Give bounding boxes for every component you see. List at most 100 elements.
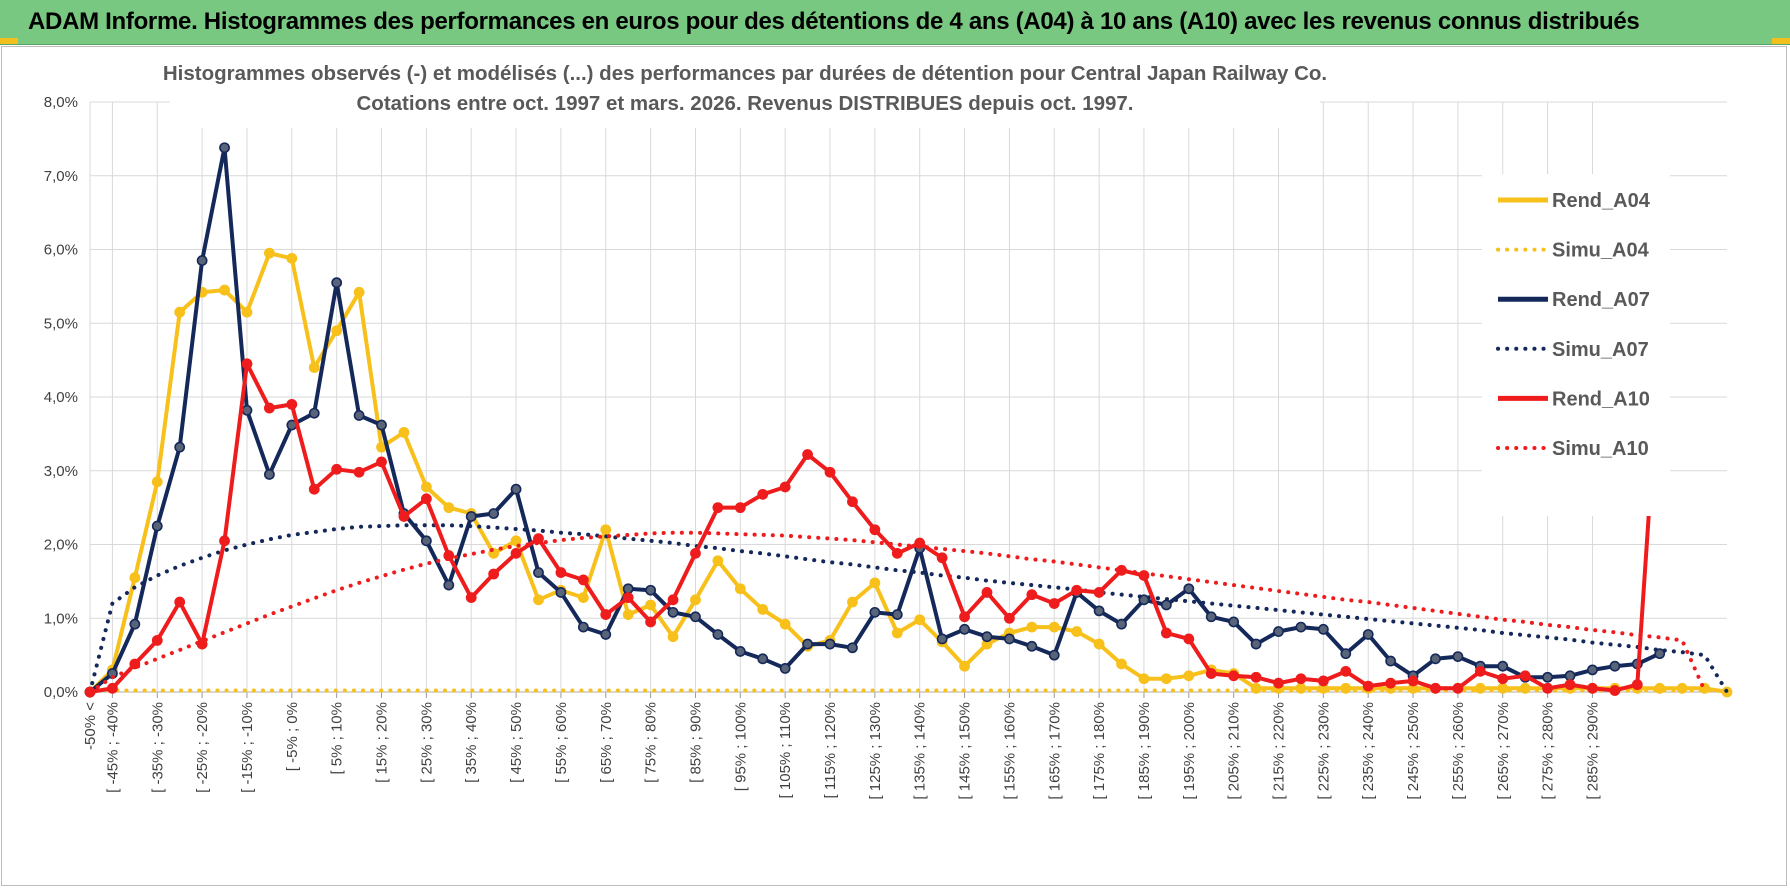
Rend_A07-point (690, 611, 701, 623)
Rend_A10-point (308, 483, 320, 495)
Rend_A10-point (1430, 682, 1441, 694)
x-tick-label: [ 225% ; 230% (1315, 702, 1332, 800)
Rend_A07-point (1564, 670, 1576, 682)
y-tick-label: 0,0% (44, 684, 78, 701)
y-tick-label: 7,0% (44, 168, 78, 185)
Rend_A10-point (869, 524, 881, 536)
Rend_A10-point (690, 547, 701, 559)
x-tick-label: [ 185% ; 190% (1136, 702, 1153, 800)
Rend_A04-point (847, 596, 858, 608)
Rend_A07-point (1317, 623, 1329, 635)
Rend_A04-point (151, 476, 163, 488)
page-title: ADAM Informe. Histogrammes des performan… (28, 8, 1640, 35)
Rend_A07-point (802, 638, 813, 650)
Rend_A04-point (1071, 626, 1083, 637)
Rend_A04-point (1654, 682, 1666, 694)
Rend_A10-point (712, 502, 724, 514)
Rend_A10-point (959, 611, 970, 623)
Rend_A04-point (398, 426, 410, 438)
Rend_A04-point (869, 577, 881, 589)
Rend_A04-point (1340, 682, 1352, 694)
Rend_A10-point (779, 481, 791, 493)
Rend_A10-point (353, 466, 365, 478)
x-tick-label: [ 175% ; 180% (1091, 702, 1108, 800)
Rend_A07-point (645, 584, 657, 596)
Rend_A10-point (1609, 685, 1621, 696)
Rend_A07-point (959, 623, 970, 635)
x-tick-label: [ 125% ; 130% (867, 702, 884, 800)
Rend_A07-point (1609, 660, 1621, 672)
Rend_A07-point (1004, 633, 1015, 645)
Rend_A07-point (241, 404, 253, 416)
Rend_A04-point (1048, 621, 1060, 633)
Rend_A07-point (219, 142, 230, 154)
Rend_A04-point (331, 325, 343, 337)
Rend_A07-point (465, 511, 477, 522)
Rend_A10-point (824, 466, 836, 478)
Rend_A10-point (1273, 677, 1284, 689)
x-tick-label: [ 35% ; 40% (463, 702, 480, 783)
Rend_A07-point (1587, 664, 1598, 676)
Rend_A04-point (286, 252, 298, 264)
legend-label: Simu_A04 (1552, 240, 1650, 262)
Rend_A07-point (981, 631, 993, 643)
Rend_A07-point (757, 653, 769, 665)
Rend_A10-point (1452, 682, 1464, 694)
Rend_A07-point (196, 255, 208, 266)
x-tick-label: [ -25% ; -20% (194, 702, 211, 793)
header-banner: ADAM Informe. Histogrammes des performan… (0, 0, 1790, 45)
Rend_A07-point (1385, 655, 1397, 667)
y-tick-label: 8,0% (44, 94, 78, 111)
Rend_A10-point (241, 358, 253, 370)
Rend_A07-point (376, 419, 387, 431)
Rend_A10-point (1564, 679, 1576, 691)
Rend_A07-point (734, 646, 746, 657)
Rend_A04-point (174, 306, 186, 318)
Rend_A07-point (151, 520, 163, 532)
Rend_A10-point (1407, 675, 1419, 687)
Rend_A07-point (510, 483, 522, 495)
Rend_A04-point (622, 609, 634, 620)
Rend_A07-point (1430, 653, 1441, 665)
x-tick-label: [ 255% ; 260% (1450, 702, 1467, 800)
Rend_A10-point (1228, 670, 1240, 682)
Rend_A10-point (1542, 682, 1554, 694)
Rend_A10-point (1587, 682, 1598, 694)
x-tick-label: [ 25% ; 30% (418, 702, 435, 783)
Simu_A10-line (88, 530, 1707, 694)
legend: Rend_A04 Simu_A04 Rend_A07 Simu_A07 Rend_A10… (1482, 174, 1670, 516)
Rend_A10-point (174, 596, 186, 608)
Rend_A10-point (734, 502, 746, 514)
x-tick-label: [ 135% ; 140% (912, 702, 929, 800)
x-tick-label: -50% < (82, 702, 99, 750)
x-tick-label: [ 165% ; 170% (1046, 702, 1063, 800)
Rend_A10-point (802, 449, 813, 460)
Rend_A07-point (1048, 649, 1060, 661)
Rend_A04-point (667, 631, 679, 643)
x-tick-label: [ 285% ; 290% (1584, 702, 1601, 800)
Rend_A04-point (420, 481, 432, 493)
Rend_A07-point (533, 567, 544, 578)
Rend_A10-point (577, 574, 589, 586)
Rend_A07-point (891, 609, 903, 620)
Rend_A07-point (1362, 629, 1374, 640)
Rend_A07-point (600, 629, 612, 640)
Rend_A10-point (465, 592, 477, 603)
x-tick-label: [ 235% ; 240% (1360, 702, 1377, 800)
Rend_A04-point (1160, 673, 1172, 685)
Rend_A04-point (577, 592, 589, 603)
Rend_A10-point (1183, 633, 1195, 645)
legend-label: Rend_A07 (1552, 289, 1650, 311)
legend-label: Simu_A10 (1552, 438, 1649, 460)
Rend_A04-point (1116, 658, 1127, 670)
Rend_A10-point (1093, 587, 1105, 598)
x-tick-label: [ 145% ; 150% (957, 702, 974, 800)
Rend_A10-point (847, 496, 858, 508)
Rend_A04-point (308, 362, 320, 373)
Rend_A04-point (600, 524, 612, 536)
Rend_A04-point (510, 535, 522, 547)
Rend_A04-point (533, 594, 544, 606)
Rend_A07-point (488, 508, 500, 519)
Rend_A07-point (622, 583, 634, 595)
Rend_A04-point (1026, 621, 1038, 633)
